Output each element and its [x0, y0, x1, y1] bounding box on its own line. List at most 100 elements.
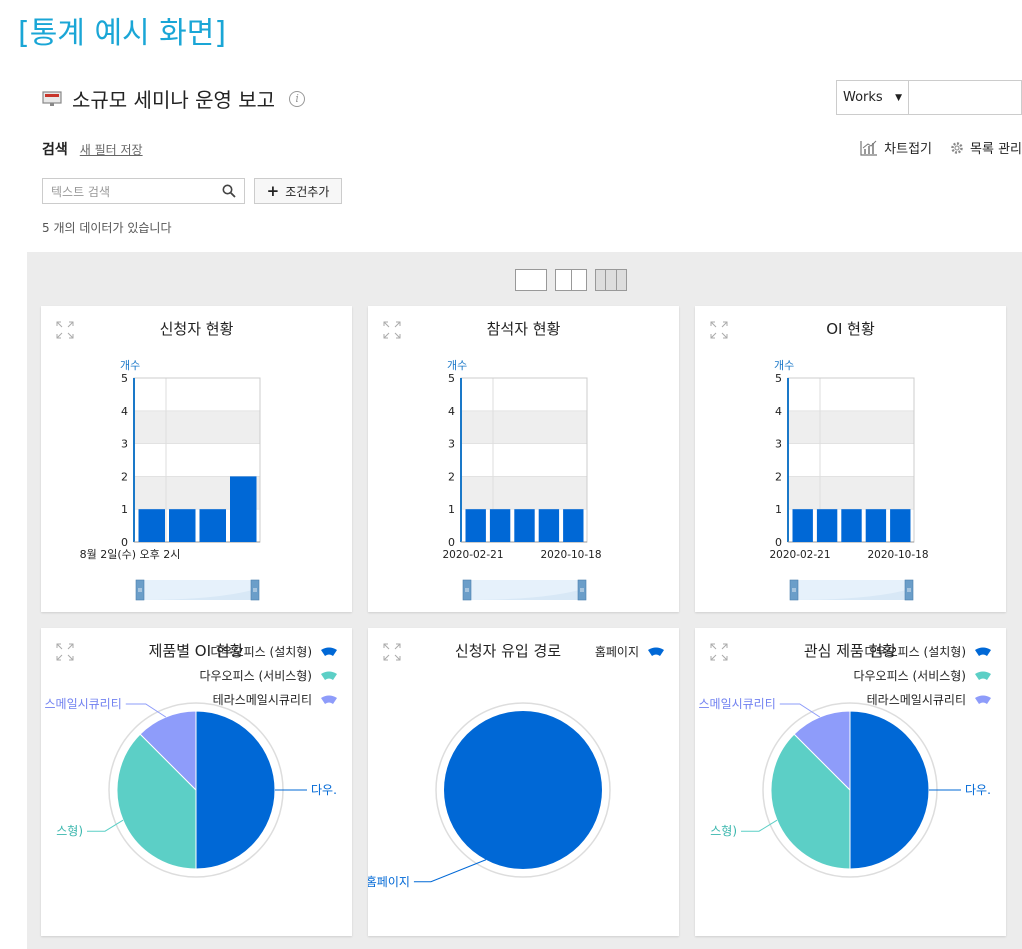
- add-condition-label: 조건추가: [285, 184, 330, 199]
- pie-slice[interactable]: [793, 710, 851, 792]
- slider-handle[interactable]: [135, 579, 145, 601]
- layout-three-column-button[interactable]: [595, 269, 627, 291]
- y-tick-label: 5: [448, 372, 455, 385]
- expand-icon[interactable]: [56, 643, 74, 661]
- legend-swatch-icon: [975, 647, 991, 656]
- y-axis-label: 개수: [774, 359, 794, 372]
- legend-item[interactable]: 다우오피스 (서비스형): [853, 664, 992, 688]
- x-tick-label: 2020-10-18: [867, 549, 928, 561]
- legend-item[interactable]: 다우오피스 (설치형): [853, 640, 992, 664]
- legend-item[interactable]: 홈페이지: [595, 640, 665, 664]
- bar[interactable]: [138, 509, 166, 542]
- slice-label: 홈페이지: [368, 875, 410, 889]
- chart-title: 관심 제품 현황: [804, 642, 897, 660]
- list-manage-button[interactable]: 목록 관리: [950, 138, 1022, 157]
- y-tick-label: 3: [121, 438, 128, 451]
- bar[interactable]: [865, 509, 887, 542]
- chart-title: 제품별 OI 현황: [149, 642, 244, 660]
- bar[interactable]: [489, 509, 511, 542]
- legend-item[interactable]: 다우오피스 (서비스형): [199, 664, 338, 688]
- bar[interactable]: [890, 509, 911, 542]
- slider-handle[interactable]: [577, 579, 587, 601]
- range-slider[interactable]: [135, 579, 260, 601]
- search-header: 검색 새 필터 저장: [42, 139, 143, 159]
- legend-swatch-icon: [975, 671, 991, 680]
- y-tick-label: 2: [121, 470, 128, 483]
- report-header: 소규모 세미나 운영 보고 i: [42, 84, 306, 113]
- y-tick-label: 3: [448, 438, 455, 451]
- slider-handle[interactable]: [250, 579, 260, 601]
- legend-item[interactable]: 테라스메일시큐리티: [853, 688, 992, 712]
- legend-label: 다우오피스 (서비스형): [853, 669, 966, 683]
- range-slider[interactable]: [789, 579, 914, 601]
- slice-label: 다우.: [311, 783, 337, 797]
- expand-icon[interactable]: [383, 321, 401, 339]
- works-input[interactable]: [909, 81, 1021, 114]
- pie-card-inflow: 신청자 유입 경로 홈페이지 홈페이지: [368, 628, 679, 936]
- layout-one-column-button[interactable]: [515, 269, 547, 291]
- slice-label: 다우.: [965, 783, 991, 797]
- data-count: 5 개의 데이터가 있습니다: [42, 221, 172, 235]
- pie-slice[interactable]: [444, 711, 602, 869]
- bar[interactable]: [514, 509, 535, 542]
- slider-handle[interactable]: [789, 579, 799, 601]
- bar[interactable]: [199, 509, 227, 542]
- bar[interactable]: [816, 509, 838, 542]
- y-tick-label: 4: [448, 405, 455, 418]
- legend-label: 테라스메일시큐리티: [212, 693, 312, 707]
- chart-legend: 홈페이지: [595, 640, 665, 664]
- y-tick-label: 2: [775, 470, 782, 483]
- bar[interactable]: [230, 476, 257, 542]
- legend-item[interactable]: 다우오피스 (설치형): [199, 640, 338, 664]
- search-icon[interactable]: [222, 184, 236, 198]
- bar[interactable]: [465, 509, 486, 542]
- bar[interactable]: [538, 509, 560, 542]
- legend-label: 다우오피스 (서비스형): [199, 669, 312, 683]
- expand-icon[interactable]: [710, 643, 728, 661]
- chart-card-applicants: 신청자 현황 개수 0 1 2 3 4 5 8월 2일(수) 오후 2시: [41, 306, 352, 612]
- list-manage-label: 목록 관리: [970, 142, 1022, 157]
- slider-handle[interactable]: [904, 579, 914, 601]
- expand-icon[interactable]: [56, 321, 74, 339]
- bar[interactable]: [841, 509, 862, 542]
- pie-card-product-oi: 제품별 OI 현황 다우. 스형) 스메일시큐리티 다우오피스 (설치형) 다우오피스 (…: [41, 628, 352, 936]
- legend-item[interactable]: 테라스메일시큐리티: [199, 688, 338, 712]
- y-tick-label: 1: [448, 503, 455, 516]
- search-input[interactable]: 텍스트 검색: [42, 178, 245, 204]
- bar[interactable]: [563, 509, 584, 542]
- monitor-icon: [42, 90, 62, 106]
- x-tick-label: 2020-02-21: [442, 549, 503, 561]
- page-banner: [통계 예시 화면]: [18, 16, 227, 51]
- search-placeholder: 텍스트 검색: [51, 184, 111, 199]
- chart-title: 신청자 유입 경로: [455, 642, 561, 660]
- expand-icon[interactable]: [710, 321, 728, 339]
- y-tick-label: 1: [775, 503, 782, 516]
- search-label: 검색: [42, 142, 68, 158]
- save-filter-link[interactable]: 새 필터 저장: [79, 143, 143, 157]
- works-select[interactable]: Works ▼: [837, 81, 909, 114]
- layout-two-column-button[interactable]: [555, 269, 587, 291]
- chart-title: 참석자 현황: [486, 320, 561, 338]
- pie-slice[interactable]: [770, 733, 851, 870]
- toolbar: 차트접기 목록 관리: [842, 138, 1022, 157]
- legend-swatch-icon: [321, 671, 337, 680]
- add-condition-button[interactable]: + 조건추가: [254, 178, 342, 204]
- y-tick-label: 0: [448, 536, 455, 549]
- expand-icon[interactable]: [383, 643, 401, 661]
- chart-card-attendees: 참석자 현황 개수 0 1 2 3 4 5 2020-02-21 2020-10-18: [368, 306, 679, 612]
- info-icon[interactable]: i: [289, 90, 306, 107]
- x-tick-label: 2020-02-21: [769, 549, 830, 561]
- range-slider[interactable]: [462, 579, 587, 601]
- chart-fold-button[interactable]: 차트접기: [860, 138, 932, 157]
- legend-label: 홈페이지: [594, 645, 639, 659]
- pie-slice[interactable]: [139, 710, 197, 792]
- legend-label: 다우오피스 (설치형): [210, 645, 313, 659]
- y-tick-label: 5: [121, 372, 128, 385]
- y-tick-label: 4: [775, 405, 782, 418]
- pie-slice[interactable]: [116, 733, 197, 870]
- bar[interactable]: [792, 509, 813, 542]
- bar[interactable]: [169, 509, 196, 542]
- slider-handle[interactable]: [462, 579, 472, 601]
- y-tick-label: 1: [121, 503, 128, 516]
- y-tick-label: 0: [121, 536, 128, 549]
